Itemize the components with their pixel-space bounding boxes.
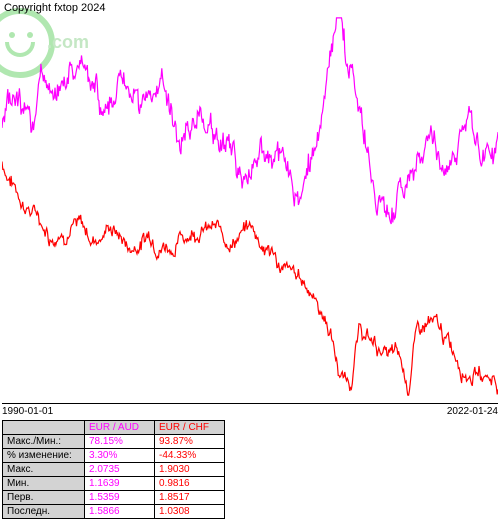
table-row-label: Мин. (3, 477, 85, 491)
table-cell: 1.9030 (155, 463, 225, 477)
series-eur-chf (2, 162, 498, 396)
table-row: Макс./Мин.:78.15%93.87% (3, 435, 225, 449)
x-end-label: 2022-01-24 (447, 406, 498, 417)
table-col-header: EUR / AUD (85, 421, 155, 435)
table-cell: 1.1639 (85, 477, 155, 491)
table-cell: 1.0308 (155, 505, 225, 519)
stats-table: EUR / AUDEUR / CHFМакс./Мин.:78.15%93.87… (2, 420, 225, 519)
x-start-label: 1990-01-01 (2, 406, 53, 417)
date-axis: 1990-01-01 2022-01-24 (2, 406, 498, 417)
table-row-label: Последн. (3, 505, 85, 519)
copyright-text: Copyright fxtop 2024 (4, 2, 106, 14)
table-row-label: Макс./Мин.: (3, 435, 85, 449)
table-row-label: % изменение: (3, 449, 85, 463)
table-row-label: Перв. (3, 491, 85, 505)
table-row: Макс.2.07351.9030 (3, 463, 225, 477)
table-row: Мин.1.16390.9816 (3, 477, 225, 491)
table-cell: 2.0735 (85, 463, 155, 477)
table-corner (3, 421, 85, 435)
table-row-label: Макс. (3, 463, 85, 477)
table-cell: 0.9816 (155, 477, 225, 491)
table-row: % изменение:3.30%-44.33% (3, 449, 225, 463)
table-cell: 3.30% (85, 449, 155, 463)
table-cell: 93.87% (155, 435, 225, 449)
table-col-header: EUR / CHF (155, 421, 225, 435)
table-row: Перв.1.53591.8517 (3, 491, 225, 505)
table-cell: -44.33% (155, 449, 225, 463)
table-row: Последн.1.58661.0308 (3, 505, 225, 519)
line-chart (2, 14, 498, 403)
table-cell: 1.8517 (155, 491, 225, 505)
table-cell: 78.15% (85, 435, 155, 449)
series-eur-aud (2, 18, 498, 224)
table-cell: 1.5866 (85, 505, 155, 519)
table-cell: 1.5359 (85, 491, 155, 505)
chart-area (2, 14, 498, 404)
